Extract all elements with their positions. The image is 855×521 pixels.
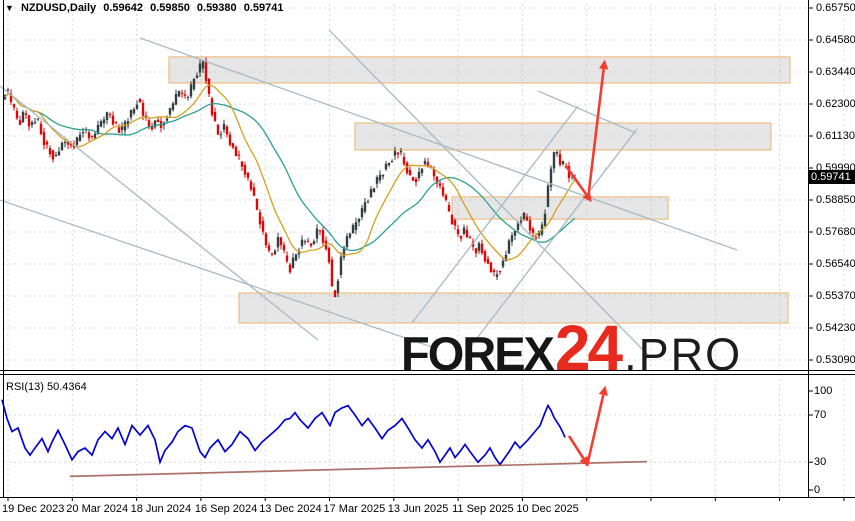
support-resistance-zones [168, 56, 791, 324]
candlesticks [3, 57, 577, 298]
price-axis-label: 0.64580 [816, 34, 855, 46]
date-axis-label: 17 Mar 2025 [323, 503, 386, 515]
axes-frame [0, 0, 855, 501]
price-axis-label: 0.57680 [816, 226, 855, 238]
date-axis-label: 11 Sep 2025 [452, 503, 514, 515]
rsi-panel [1, 385, 648, 478]
trendline[interactable] [0, 85, 319, 341]
rsi-axis-label: 70 [814, 409, 827, 421]
price-axis-label: 0.54230 [816, 322, 855, 334]
trendline[interactable] [328, 29, 651, 358]
date-axis-label: 19 Dec 2023 [2, 503, 65, 515]
ma-slow-line [4, 92, 576, 252]
symbol-timeframe-label: NZDUSD,Daily [20, 2, 97, 14]
ohlc-close: 0.59741 [243, 2, 284, 14]
rsi-axis-label: 0 [814, 484, 821, 496]
symbol-collapse-icon[interactable]: ▼ [5, 3, 14, 13]
zone-support-lower[interactable] [238, 292, 789, 324]
price-axis-label: 0.61130 [816, 130, 855, 142]
price-axis-label: 0.56540 [816, 258, 855, 270]
trendline[interactable] [0, 199, 433, 348]
ohlc-low: 0.59380 [196, 2, 237, 14]
rsi-line [1, 399, 566, 467]
trendline[interactable] [467, 128, 638, 351]
current-price-box: 0.59741 [809, 170, 855, 184]
date-axis-label: 10 Dec 2025 [516, 503, 579, 515]
trendline[interactable] [537, 90, 637, 134]
price-axis-label: 0.63440 [816, 66, 855, 78]
date-axis-label: 20 Mar 2024 [66, 503, 129, 515]
price-axis-label: 0.58850 [816, 194, 855, 206]
date-axis-label: 16 Sep 2024 [194, 503, 258, 515]
rsi-trendline[interactable] [69, 460, 648, 478]
date-axis-label: 13 Dec 2024 [259, 503, 322, 515]
forecast-arrows [564, 59, 609, 203]
zone-support-near[interactable] [451, 196, 669, 220]
price-axis-label: 0.53090 [816, 354, 855, 366]
trendline[interactable] [411, 105, 579, 324]
ohlc-high: 0.59850 [150, 2, 190, 14]
price-axis-label: 0.55370 [816, 290, 855, 302]
ma-fast-line [4, 84, 576, 261]
date-axis-label: 18 Jun 2024 [130, 503, 192, 515]
rsi-indicator-label: RSI(13) 50.4364 [6, 381, 87, 393]
trendline[interactable] [139, 37, 738, 251]
symbol-ohlc-line: ▼ NZDUSD,Daily 0.59642 0.59850 0.59380 0… [5, 2, 287, 14]
price-axis-label: 0.65750 [816, 2, 855, 14]
trendlines [0, 29, 738, 358]
ohlc-open: 0.59642 [103, 2, 143, 14]
gridlines [4, 4, 845, 497]
date-axis-label: 13 Jun 2025 [387, 503, 449, 515]
zone-resistance-upper[interactable] [168, 56, 791, 84]
rsi-axis-label: 30 [814, 456, 827, 469]
price-axis-label: 0.62300 [816, 98, 855, 110]
rsi-axis-label: 100 [814, 385, 833, 397]
